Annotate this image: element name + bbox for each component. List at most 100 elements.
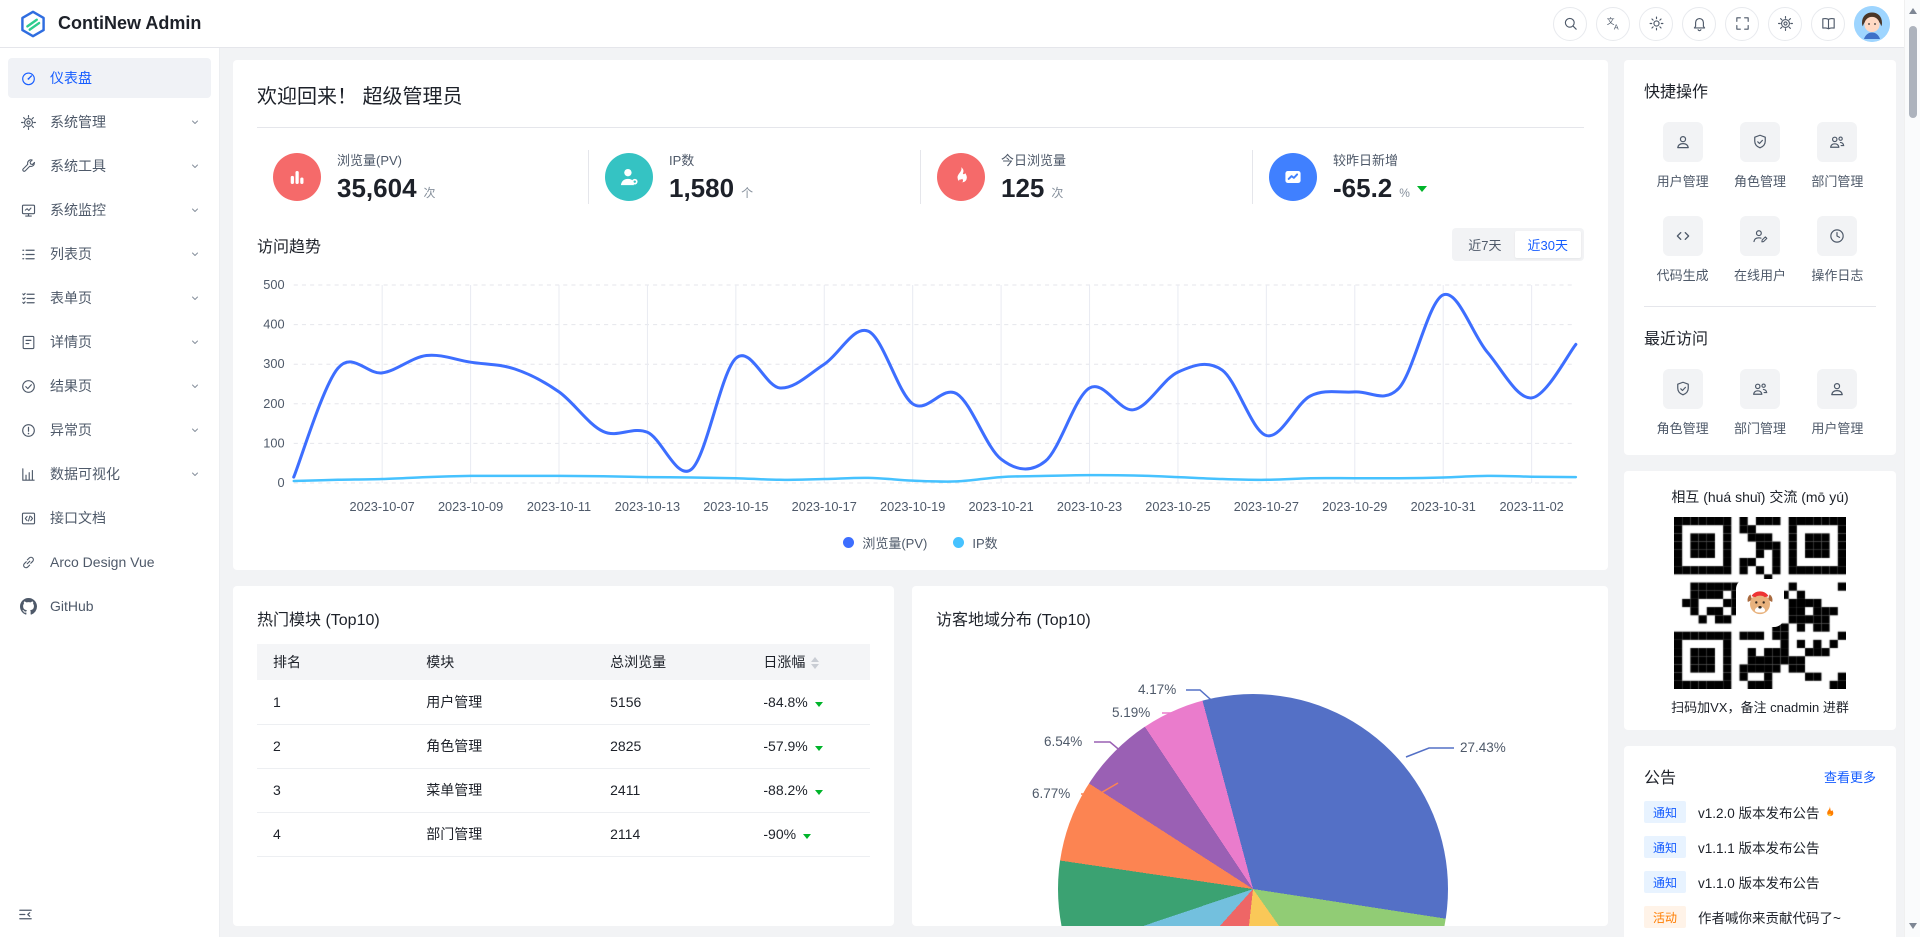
quick-actions-grid: 用户管理 角色管理 部门管理 代码生成 在线用户: [1644, 122, 1876, 284]
legend-item-pv[interactable]: 浏览量(PV): [843, 533, 927, 552]
chevron-down-icon: [189, 468, 201, 480]
table-row[interactable]: 3 菜单管理 2411 -88.2%: [257, 768, 870, 813]
docs-button[interactable]: [1811, 6, 1845, 41]
quick-action-dept-management[interactable]: 部门管理: [1799, 122, 1876, 190]
shield-check-icon: [1674, 380, 1692, 398]
recent-role-management[interactable]: 角色管理: [1644, 369, 1721, 437]
scroll-down-arrow-icon[interactable]: [1909, 923, 1917, 929]
welcome-title: 欢迎回来！ 超级管理员: [257, 80, 1584, 128]
notice-tag: 通知: [1644, 871, 1686, 893]
sidebar-item-api-docs[interactable]: 接口文档: [8, 498, 211, 538]
stat-unit: 次: [1051, 186, 1064, 200]
sidebar-item-detail-pages[interactable]: 详情页: [8, 322, 211, 362]
qr-code: [1674, 517, 1846, 689]
cell-module: 菜单管理: [410, 768, 595, 813]
stat-daily-change: 较昨日新增 -65.2%: [1253, 150, 1584, 204]
avatar-image: [1854, 6, 1890, 42]
warning-circle-icon: [20, 422, 37, 439]
search-icon: [1562, 15, 1579, 32]
theme-toggle-button[interactable]: [1639, 6, 1673, 41]
fullscreen-button[interactable]: [1725, 6, 1759, 41]
stat-value: -65.2: [1333, 173, 1393, 203]
svg-text:2023-10-07: 2023-10-07: [350, 500, 415, 514]
brand[interactable]: ContiNew Admin: [18, 9, 201, 39]
cell-rank: 4: [257, 812, 411, 857]
stat-label: 今日浏览量: [1001, 153, 1067, 168]
quick-action-role-management[interactable]: 角色管理: [1721, 122, 1798, 190]
sort-icon[interactable]: [811, 657, 820, 670]
recent-dept-management[interactable]: 部门管理: [1721, 369, 1798, 437]
form-icon: [20, 290, 37, 307]
sidebar-item-label: 结果页: [50, 378, 92, 394]
top-navbar: ContiNew Admin: [0, 0, 1920, 48]
announcement-item[interactable]: 通知 v1.1.0 版本发布公告: [1644, 871, 1876, 893]
github-icon: [20, 598, 37, 615]
notice-tag: 活动: [1644, 906, 1686, 928]
svg-text:2023-10-27: 2023-10-27: [1234, 500, 1299, 514]
svg-text:2023-10-31: 2023-10-31: [1411, 500, 1476, 514]
sidebar-item-github[interactable]: GitHub: [8, 586, 211, 626]
geo-distribution-card: 访客地域分布 (Top10) 4.17% 5.19% 6.54% 6.77% 2…: [912, 586, 1608, 926]
page-scrollbar[interactable]: [1904, 0, 1920, 937]
sidebar-item-label: 详情页: [50, 334, 92, 350]
scroll-up-arrow-icon[interactable]: [1909, 8, 1917, 14]
table-row[interactable]: 4 部门管理 2114 -90%: [257, 812, 870, 857]
pie-label: 6.77%: [1032, 786, 1071, 801]
col-header-change[interactable]: 日涨幅: [747, 644, 870, 680]
table-row[interactable]: 1 用户管理 5156 -84.8%: [257, 680, 870, 725]
recent-visits-title: 最近访问: [1644, 331, 1709, 348]
range-30d-button[interactable]: 近30天: [1514, 231, 1581, 258]
sidebar-item-exception-pages[interactable]: 异常页: [8, 410, 211, 450]
scrollbar-thumb[interactable]: [1909, 26, 1917, 118]
sidebar-item-form-pages[interactable]: 表单页: [8, 278, 211, 318]
sidebar-item-system-management[interactable]: 系统管理: [8, 102, 211, 142]
caret-down-icon: [814, 746, 823, 751]
settings-button[interactable]: [1768, 6, 1802, 41]
svg-text:0: 0: [277, 476, 284, 490]
navbar-actions: [1553, 5, 1890, 42]
sidebar-item-label: 系统工具: [50, 158, 106, 174]
sidebar-item-list-pages[interactable]: 列表页: [8, 234, 211, 274]
table-row[interactable]: 2 角色管理 2825 -57.9%: [257, 724, 870, 769]
stat-value: 35,604: [337, 173, 417, 203]
quick-action-user-management[interactable]: 用户管理: [1644, 122, 1721, 190]
recent-user-management[interactable]: 用户管理: [1799, 369, 1876, 437]
col-header-rank: 排名: [257, 644, 411, 680]
sidebar-item-arco-design-vue[interactable]: Arco Design Vue: [8, 542, 211, 582]
user-avatar[interactable]: [1854, 5, 1890, 42]
chevron-down-icon: [189, 248, 201, 260]
sidebar-item-dashboard[interactable]: 仪表盘: [8, 58, 211, 98]
cell-rank: 2: [257, 724, 411, 769]
announcement-item[interactable]: 通知 v1.1.1 版本发布公告: [1644, 836, 1876, 858]
pie-circle[interactable]: [1058, 694, 1448, 926]
user-edit-icon: [1751, 227, 1769, 245]
search-button[interactable]: [1553, 6, 1587, 41]
hot-modules-card: 热门模块 (Top10) 排名 模块 总浏览量 日涨幅 1 用户管理: [233, 586, 894, 926]
quick-action-operation-log[interactable]: 操作日志: [1799, 216, 1876, 284]
stat-label: 浏览量(PV): [337, 153, 403, 168]
sidebar-item-label: 数据可视化: [50, 466, 120, 482]
sidebar-collapse-button[interactable]: [14, 905, 36, 927]
sidebar-item-result-pages[interactable]: 结果页: [8, 366, 211, 406]
legend-dot-ip: [953, 537, 965, 548]
qr-center-avatar: [1738, 581, 1782, 625]
svg-text:2023-10-29: 2023-10-29: [1322, 500, 1387, 514]
sidebar-item-data-visualization[interactable]: 数据可视化: [8, 454, 211, 494]
notification-button[interactable]: [1682, 6, 1716, 41]
announcements-title: 公告: [1644, 770, 1677, 787]
translate-button[interactable]: [1596, 6, 1630, 41]
sidebar-item-label: 表单页: [50, 290, 92, 306]
api-doc-icon: [20, 510, 37, 527]
view-more-link[interactable]: 查看更多: [1823, 769, 1876, 785]
announcement-item[interactable]: 活动 作者喊你来贡献代码了~: [1644, 906, 1876, 928]
legend-item-ip[interactable]: IP数: [953, 533, 998, 552]
sidebar-item-system-monitor[interactable]: 系统监控: [8, 190, 211, 230]
quick-action-code-generation[interactable]: 代码生成: [1644, 216, 1721, 284]
announcement-item[interactable]: 通知 v1.2.0 版本发布公告: [1644, 801, 1876, 823]
caret-down-icon: [814, 790, 823, 795]
overview-card: 欢迎回来！ 超级管理员 浏览量(PV) 35,604 次 IP数 1,580 个: [233, 60, 1608, 570]
sidebar-item-system-tools[interactable]: 系统工具: [8, 146, 211, 186]
chart-legend: 浏览量(PV) IP数: [257, 529, 1584, 560]
range-7d-button[interactable]: 近7天: [1455, 231, 1514, 258]
quick-action-online-users[interactable]: 在线用户: [1721, 216, 1798, 284]
